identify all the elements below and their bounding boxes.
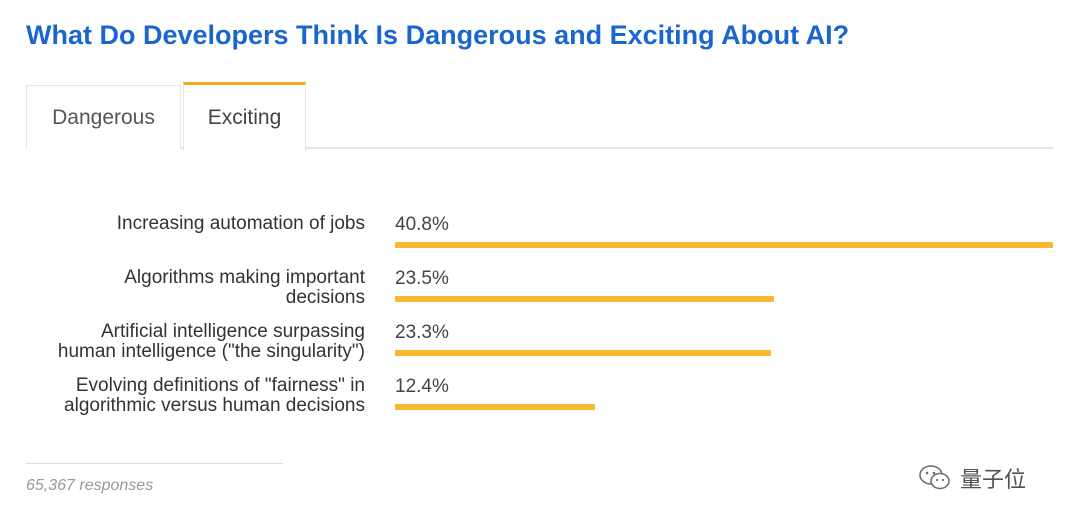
category-label-line: Increasing automation of jobs <box>116 213 365 234</box>
response-count: 65,367 responses <box>26 477 154 494</box>
tab-exciting[interactable]: Exciting <box>183 82 306 151</box>
bar <box>395 242 1053 248</box>
value-label: 12.4% <box>395 376 449 397</box>
footer-divider <box>26 463 283 464</box>
category-label: Artificial intelligence surpassing human … <box>25 322 365 362</box>
tab-bar: Dangerous Exciting <box>26 82 1053 151</box>
value-label: 23.5% <box>395 268 449 289</box>
value-label: 40.8% <box>395 214 449 235</box>
value-label: 23.3% <box>395 322 449 343</box>
watermark: 量子位 <box>918 462 1026 494</box>
category-label: Increasing automation of jobs <box>25 214 365 234</box>
bar <box>395 296 774 302</box>
bar <box>395 350 771 356</box>
category-label-line: Artificial intelligence surpassing <box>100 321 365 342</box>
tab-dangerous[interactable]: Dangerous <box>26 85 181 149</box>
category-label-line: decisions <box>285 287 365 308</box>
category-label: Algorithms making important decisions <box>25 268 365 308</box>
wechat-icon <box>919 465 950 490</box>
category-label-line: Algorithms making important <box>124 267 365 288</box>
category-label-line: human intelligence ("the singularity") <box>57 341 365 362</box>
category-label-line: algorithmic versus human decisions <box>64 395 365 416</box>
category-label-line: Evolving definitions of "fairness" in <box>75 375 365 396</box>
category-label: Evolving definitions of "fairness" in alg… <box>25 376 365 416</box>
watermark-text: 量子位 <box>960 467 1027 492</box>
page-title: What Do Developers Think Is Dangerous an… <box>26 20 850 50</box>
bar <box>395 404 595 410</box>
